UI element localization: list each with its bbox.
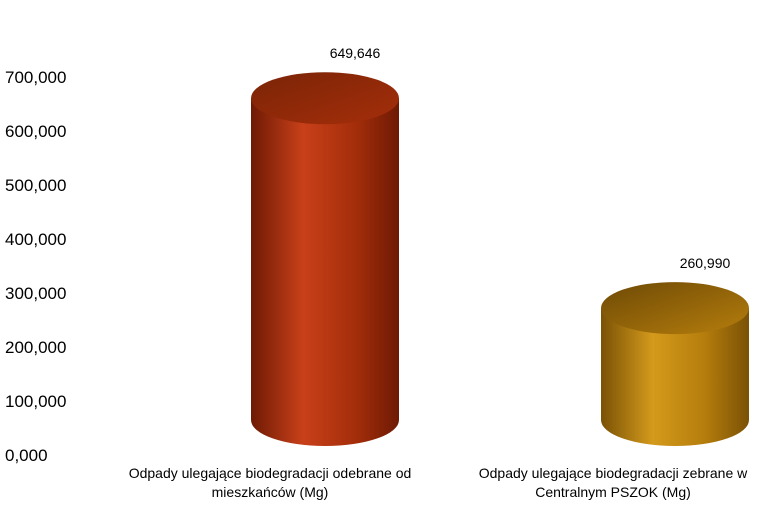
bar: 260,990 [601, 255, 749, 446]
y-tick-label: 0,000 [5, 446, 48, 465]
bar: 649,646 [251, 45, 399, 446]
y-axis: 0,000 100,000 200,000 300,000 400,000 500,000… [5, 68, 66, 465]
x-category-label-line: mieszkańców (Mg) [212, 484, 329, 500]
bar-value-label: 260,990 [680, 255, 731, 271]
x-category-label-line: Centralnym PSZOK (Mg) [535, 484, 691, 500]
bar-body [251, 98, 399, 446]
y-tick-label: 600,000 [5, 122, 66, 141]
y-tick-label: 300,000 [5, 284, 66, 303]
y-tick-label: 700,000 [5, 68, 66, 87]
bar-top [601, 282, 749, 335]
x-axis: Odpady ulegające biodegradacji odebrane … [129, 465, 748, 500]
bar-body [601, 308, 749, 446]
bars: 649,646 260,990 [251, 45, 749, 446]
y-tick-label: 400,000 [5, 230, 66, 249]
y-tick-label: 200,000 [5, 338, 66, 357]
x-category-label: Odpady ulegające biodegradacji odebrane … [129, 465, 412, 500]
x-category-label-line: Odpady ulegające biodegradacji odebrane … [129, 465, 412, 481]
x-category-label: Odpady ulegające biodegradacji zebrane w… [479, 465, 748, 500]
bar-top [251, 72, 399, 125]
y-tick-label: 100,000 [5, 392, 66, 411]
y-tick-label: 500,000 [5, 176, 66, 195]
x-category-label-line: Odpady ulegające biodegradacji zebrane w [479, 465, 748, 481]
bar-value-label: 649,646 [330, 45, 381, 61]
